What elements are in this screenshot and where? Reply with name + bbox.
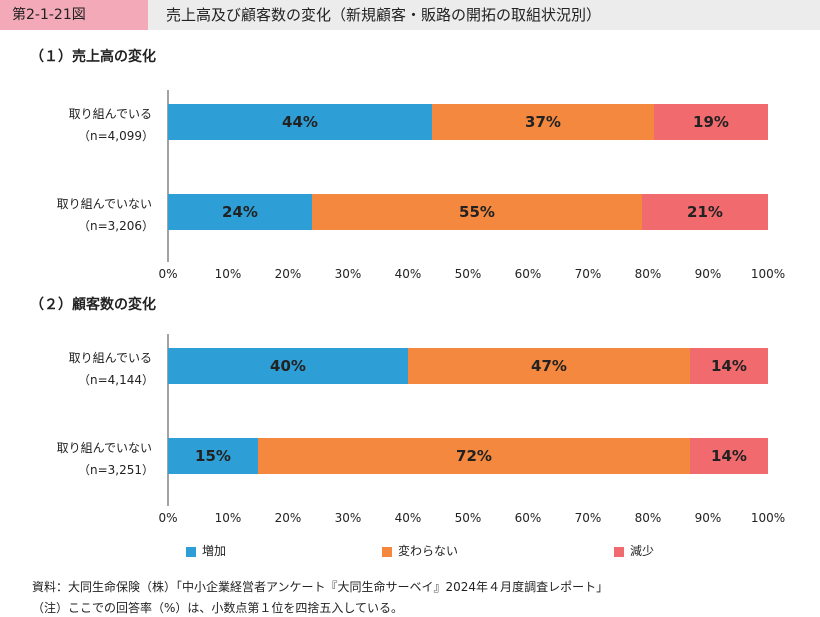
x-tick-label: 80% — [635, 267, 662, 281]
legend-decrease: 減少 — [614, 542, 654, 559]
data-label-decrease: 19% — [693, 113, 729, 131]
x-tick-label: 40% — [395, 511, 422, 525]
bar-segment-unchanged — [312, 194, 642, 230]
figure-header: 第2-1-21図 売上高及び顧客数の変化（新規顧客・販路の開拓の取組状況別） — [0, 0, 820, 30]
data-label-unchanged: 72% — [456, 447, 492, 465]
legend-increase-label: 増加 — [202, 544, 227, 558]
data-label-increase: 44% — [282, 113, 318, 131]
x-tick-label: 0% — [158, 267, 177, 281]
x-tick-label: 10% — [215, 267, 242, 281]
bar-segment-unchanged — [408, 348, 690, 384]
chart1-title: （１）売上高の変化 — [30, 49, 156, 65]
bar-segment-decrease — [690, 438, 768, 474]
x-tick-label: 70% — [575, 267, 602, 281]
data-label-increase: 15% — [195, 447, 231, 465]
legend-unchanged-label: 変わらない — [398, 544, 459, 558]
x-tick-label: 20% — [275, 511, 302, 525]
sales-change-chart: 取り組んでいる （n=4,099） 44% 37% 19% 取り組んでいない （n=3,20… — [57, 90, 785, 281]
x-tick-label: 50% — [455, 511, 482, 525]
bar-segment-decrease — [642, 194, 768, 230]
x-tick-label: 30% — [335, 267, 362, 281]
x-tick-label: 50% — [455, 267, 482, 281]
legend-unchanged: 変わらない — [382, 542, 458, 559]
chart2-category-n: （n=3,251） — [78, 463, 154, 477]
legend-increase-swatch — [186, 546, 196, 557]
figure-title: 売上高及び顧客数の変化（新規顧客・販路の開拓の取組状況別） — [166, 6, 602, 24]
chart1-category-n: （n=4,099） — [78, 129, 154, 143]
x-tick-label: 90% — [695, 267, 722, 281]
customer-count-change-chart: 取り組んでいる （n=4,144） 40% 47% 14% 取り組んでいない （n=3,25… — [57, 334, 785, 525]
data-label-unchanged: 37% — [525, 113, 561, 131]
data-label-unchanged: 55% — [459, 203, 495, 221]
chart1-category-label: 取り組んでいる — [69, 107, 152, 121]
bar-segment-increase — [168, 438, 258, 474]
x-tick-label: 30% — [335, 511, 362, 525]
data-label-decrease: 14% — [711, 357, 747, 375]
bar-segment-increase — [168, 104, 432, 140]
legend-decrease-swatch — [614, 546, 624, 557]
data-label-decrease: 14% — [711, 447, 747, 465]
footnote: （注）ここでの回答率（%）は、小数点第１位を四捨五入している。 — [32, 601, 404, 615]
chart1-category-n: （n=3,206） — [78, 219, 154, 233]
data-label-increase: 40% — [270, 357, 306, 375]
bar-segment-unchanged — [258, 438, 690, 474]
x-tick-label: 10% — [215, 511, 242, 525]
x-tick-label: 60% — [515, 267, 542, 281]
chart2-title: （２）顧客数の変化 — [30, 297, 156, 313]
bar-segment-increase — [168, 194, 312, 230]
x-tick-label: 100% — [751, 511, 785, 525]
bar-segment-increase — [168, 348, 408, 384]
chart2-category-n: （n=4,144） — [78, 373, 154, 387]
x-tick-label: 80% — [635, 511, 662, 525]
x-tick-label: 70% — [575, 511, 602, 525]
source-note: 資料：大同生命保険（株）「中小企業経営者アンケート『大同生命サーベイ』2024年… — [32, 580, 609, 594]
x-tick-label: 0% — [158, 511, 177, 525]
data-label-increase: 24% — [222, 203, 258, 221]
chart-legend: 増加 変わらない 減少 — [0, 542, 820, 562]
bar-segment-decrease — [654, 104, 768, 140]
x-tick-label: 100% — [751, 267, 785, 281]
x-tick-label: 40% — [395, 267, 422, 281]
chart1-category-label: 取り組んでいない — [57, 197, 152, 211]
x-tick-label: 20% — [275, 267, 302, 281]
legend-unchanged-swatch — [382, 546, 392, 557]
data-label-decrease: 21% — [687, 203, 723, 221]
chart2-category-label: 取り組んでいない — [57, 441, 152, 455]
bar-segment-decrease — [690, 348, 768, 384]
x-tick-label: 90% — [695, 511, 722, 525]
legend-decrease-label: 減少 — [630, 544, 655, 558]
figure-number: 第2-1-21図 — [0, 0, 148, 30]
legend-increase: 増加 — [186, 542, 226, 559]
chart2-category-label: 取り組んでいる — [69, 351, 152, 365]
data-label-unchanged: 47% — [531, 357, 567, 375]
bar-segment-unchanged — [432, 104, 654, 140]
x-tick-label: 60% — [515, 511, 542, 525]
